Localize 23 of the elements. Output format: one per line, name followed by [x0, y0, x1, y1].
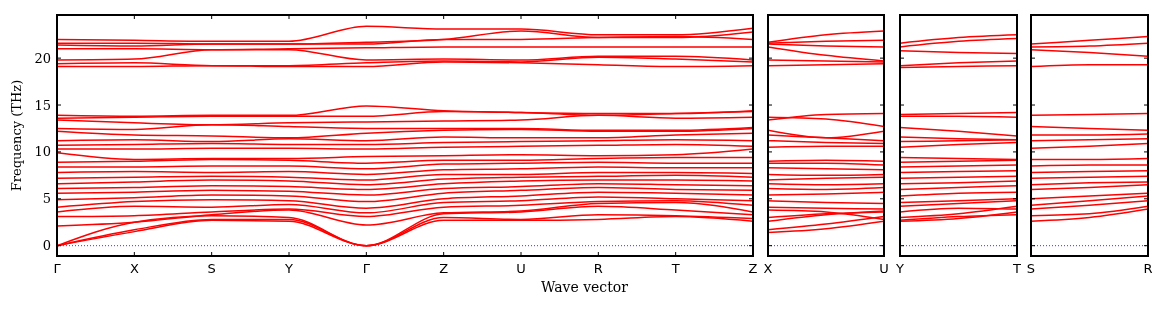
x-tick-label: T [1012, 261, 1022, 276]
x-tick-label: Y [284, 261, 294, 276]
x-tick-label: R [593, 261, 603, 276]
x-tick-label: X [763, 261, 773, 276]
y-tick-label: 0 [42, 238, 51, 254]
y-axis-title: Frequency (THz) [9, 79, 24, 192]
x-tick-label: S [207, 261, 216, 276]
x-tick-label: U [516, 261, 526, 276]
x-tick-label: U [879, 261, 889, 276]
x-tick-label: Z [748, 261, 758, 276]
y-tick-label: 15 [34, 97, 51, 113]
x-tick-label: Y [895, 261, 905, 276]
x-axis-title: Wave vector [541, 279, 629, 295]
x-tick-label: T [670, 261, 680, 276]
y-tick-label: 10 [34, 144, 51, 160]
x-tick-label: Γ [53, 261, 62, 276]
x-tick-label: R [1143, 261, 1153, 276]
y-tick-label: 5 [42, 191, 51, 207]
y-tick-label: 20 [34, 50, 51, 66]
x-tick-label: Γ [362, 261, 371, 276]
x-tick-label: X [129, 261, 139, 276]
x-tick-label: S [1026, 261, 1036, 276]
x-tick-label: Z [439, 261, 449, 276]
